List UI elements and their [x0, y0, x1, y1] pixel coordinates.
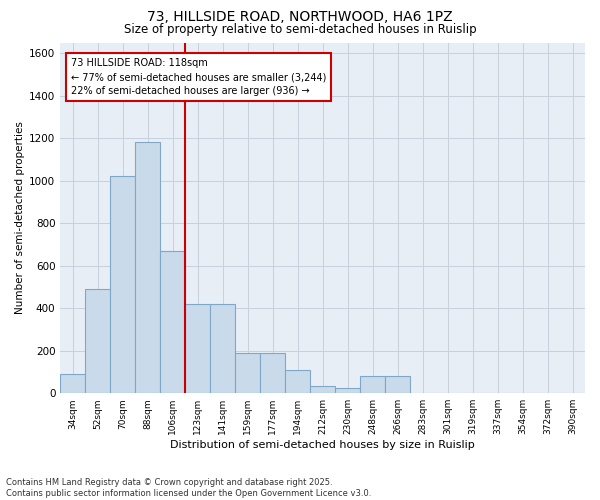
Bar	[310, 386, 335, 393]
Text: Size of property relative to semi-detached houses in Ruislip: Size of property relative to semi-detach…	[124, 22, 476, 36]
Bar	[85, 289, 110, 393]
Bar	[360, 376, 385, 393]
Bar	[385, 376, 410, 393]
Y-axis label: Number of semi-detached properties: Number of semi-detached properties	[15, 122, 25, 314]
Bar	[285, 370, 310, 393]
X-axis label: Distribution of semi-detached houses by size in Ruislip: Distribution of semi-detached houses by …	[170, 440, 475, 450]
Bar	[235, 353, 260, 393]
Text: Contains HM Land Registry data © Crown copyright and database right 2025.
Contai: Contains HM Land Registry data © Crown c…	[6, 478, 371, 498]
Text: 73 HILLSIDE ROAD: 118sqm
← 77% of semi-detached houses are smaller (3,244)
22% o: 73 HILLSIDE ROAD: 118sqm ← 77% of semi-d…	[71, 58, 326, 96]
Bar	[260, 353, 285, 393]
Bar	[185, 304, 210, 393]
Bar	[110, 176, 135, 393]
Bar	[335, 388, 360, 393]
Bar	[160, 251, 185, 393]
Bar	[210, 304, 235, 393]
Bar	[60, 374, 85, 393]
Text: 73, HILLSIDE ROAD, NORTHWOOD, HA6 1PZ: 73, HILLSIDE ROAD, NORTHWOOD, HA6 1PZ	[147, 10, 453, 24]
Bar	[135, 142, 160, 393]
